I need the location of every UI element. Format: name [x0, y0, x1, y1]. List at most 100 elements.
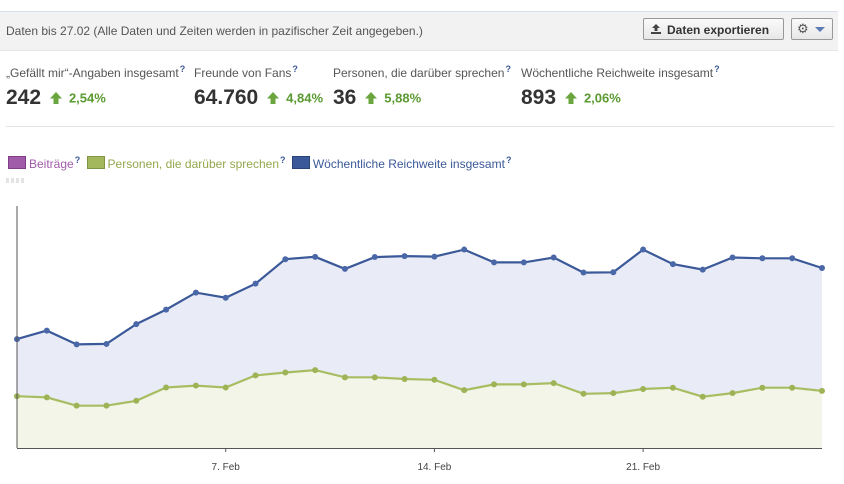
help-icon[interactable]: ? [505, 155, 512, 165]
weekly-reach-line [16, 248, 823, 346]
talking-about-point [282, 369, 289, 376]
export-data-button[interactable]: Daten exportieren [643, 18, 784, 40]
talking-about-point [192, 382, 199, 389]
talking-about-point [431, 376, 438, 383]
help-icon[interactable]: ? [179, 64, 186, 74]
weekly-reach-point [341, 265, 348, 272]
weekly-reach-point [133, 321, 140, 328]
legend-item-weekly-reach[interactable]: Wöchentliche Reichweite insgesamt? [291, 155, 512, 171]
legend-label: Wöchentliche Reichweite insgesamt [312, 157, 505, 171]
weekly-reach-point [163, 306, 170, 313]
arrow-up-icon [266, 92, 279, 104]
help-icon[interactable]: ? [280, 155, 286, 165]
talking-about-point [133, 397, 140, 404]
weekly-reach-point [103, 340, 110, 347]
talking-about-point [789, 384, 796, 391]
arrow-up-icon [364, 92, 377, 104]
weekly-reach-point [192, 289, 199, 296]
weekly-reach-point [520, 259, 527, 266]
chevron-down-icon [815, 27, 825, 32]
weekly-reach-point [819, 264, 825, 271]
x-tick-label: 7. Feb [212, 462, 241, 473]
talking-about-point [550, 380, 557, 387]
help-icon[interactable]: ? [74, 155, 81, 165]
weekly-reach-point [729, 254, 736, 261]
talking-about-point [103, 402, 110, 409]
legend-item-talking-about[interactable]: Personen, die darüber sprechen? [86, 155, 286, 171]
talking-about-point [580, 390, 587, 397]
metric-talking-about: Personen, die darüber sprechen? 36 5,88% [333, 64, 511, 110]
talking-about-point [699, 393, 706, 400]
help-icon[interactable]: ? [292, 64, 298, 74]
weekly-reach-point [550, 254, 557, 261]
arrow-up-icon [49, 92, 62, 104]
talking-about-point [163, 384, 170, 391]
weekly-reach-point [699, 266, 706, 273]
metric-change: 2,06% [583, 90, 621, 106]
legend-swatch [8, 156, 26, 169]
talking-about-point [669, 384, 676, 391]
talking-about-point [819, 387, 825, 394]
metric-change: 2,54% [68, 90, 106, 106]
help-icon[interactable]: ? [714, 64, 720, 74]
talking-about-point [759, 384, 766, 391]
weekly-reach-point [282, 256, 289, 263]
talking-about-point [43, 394, 50, 401]
weekly-reach-point [222, 294, 229, 301]
talking-about-point [252, 372, 259, 379]
line-chart: 7. Feb 14. Feb 21. Feb [14, 206, 825, 473]
talking-about-point [341, 374, 348, 381]
talking-about-point [371, 374, 378, 381]
legend-label: Personen, die darüber sprechen [107, 157, 279, 171]
weekly-reach-point [580, 269, 587, 276]
talking-about-point [640, 385, 647, 392]
talking-about-point [312, 367, 319, 374]
metric-friends-of-fans: Freunde von Fans? 64.760 4,84% [194, 64, 323, 110]
export-toolbar: Daten bis 27.02 (Alle Daten und Zeiten w… [0, 11, 838, 51]
data-date-info: Daten bis 27.02 (Alle Daten und Zeiten w… [6, 24, 423, 38]
export-data-label: Daten exportieren [667, 23, 770, 37]
metric-change: 5,88% [384, 90, 422, 106]
weekly-reach-point [43, 327, 50, 334]
talking-about-point [73, 402, 80, 409]
weekly-reach-point [461, 246, 468, 253]
divider [6, 126, 834, 127]
legend-scroll-indicator [6, 178, 24, 183]
metric-value: 242 [6, 86, 42, 109]
weekly-reach-point [491, 259, 498, 266]
weekly-reach-point [431, 253, 438, 260]
legend-item-posts[interactable]: Beiträge? [8, 155, 80, 171]
talking-about-point [491, 381, 498, 388]
weekly-reach-point [669, 261, 676, 268]
arrow-up-icon [564, 92, 577, 104]
help-icon[interactable]: ? [505, 64, 511, 74]
gear-icon: ⚙ [797, 21, 809, 36]
x-tick-label: 14. Feb [417, 462, 451, 473]
weekly-reach-point [759, 255, 766, 262]
talking-about-point [610, 390, 617, 397]
legend-swatch [86, 156, 105, 169]
legend-swatch [291, 156, 310, 169]
metric-label: „Gefällt mir“-Angaben insgesamt [6, 66, 179, 80]
weekly-reach-point [610, 269, 617, 276]
metric-value: 893 [521, 86, 557, 109]
metric-total-likes: „Gefällt mir“-Angaben insgesamt? 242 2,5… [6, 64, 185, 110]
talking-about-point [401, 376, 408, 383]
weekly-reach-point [401, 253, 408, 260]
settings-dropdown-button[interactable]: ⚙ [791, 18, 833, 40]
weekly-reach-point [789, 255, 796, 262]
metric-weekly-reach: Wöchentliche Reichweite insgesamt? 893 2… [521, 64, 720, 110]
talking-about-point [461, 387, 468, 394]
talking-about-line [16, 368, 823, 407]
talking-about-area [17, 370, 822, 448]
weekly-reach-point [640, 246, 647, 253]
weekly-reach-point [312, 253, 319, 260]
weekly-reach-point [252, 280, 259, 287]
metric-label: Wöchentliche Reichweite insgesamt [521, 66, 714, 80]
metric-value: 36 [333, 86, 357, 109]
weekly-reach-point [73, 341, 80, 348]
metric-value: 64.760 [194, 86, 259, 109]
x-tick-label: 21. Feb [626, 462, 660, 473]
chart-legend: Beiträge? Personen, die darüber sprechen… [8, 155, 514, 171]
talking-about-point [729, 390, 736, 397]
